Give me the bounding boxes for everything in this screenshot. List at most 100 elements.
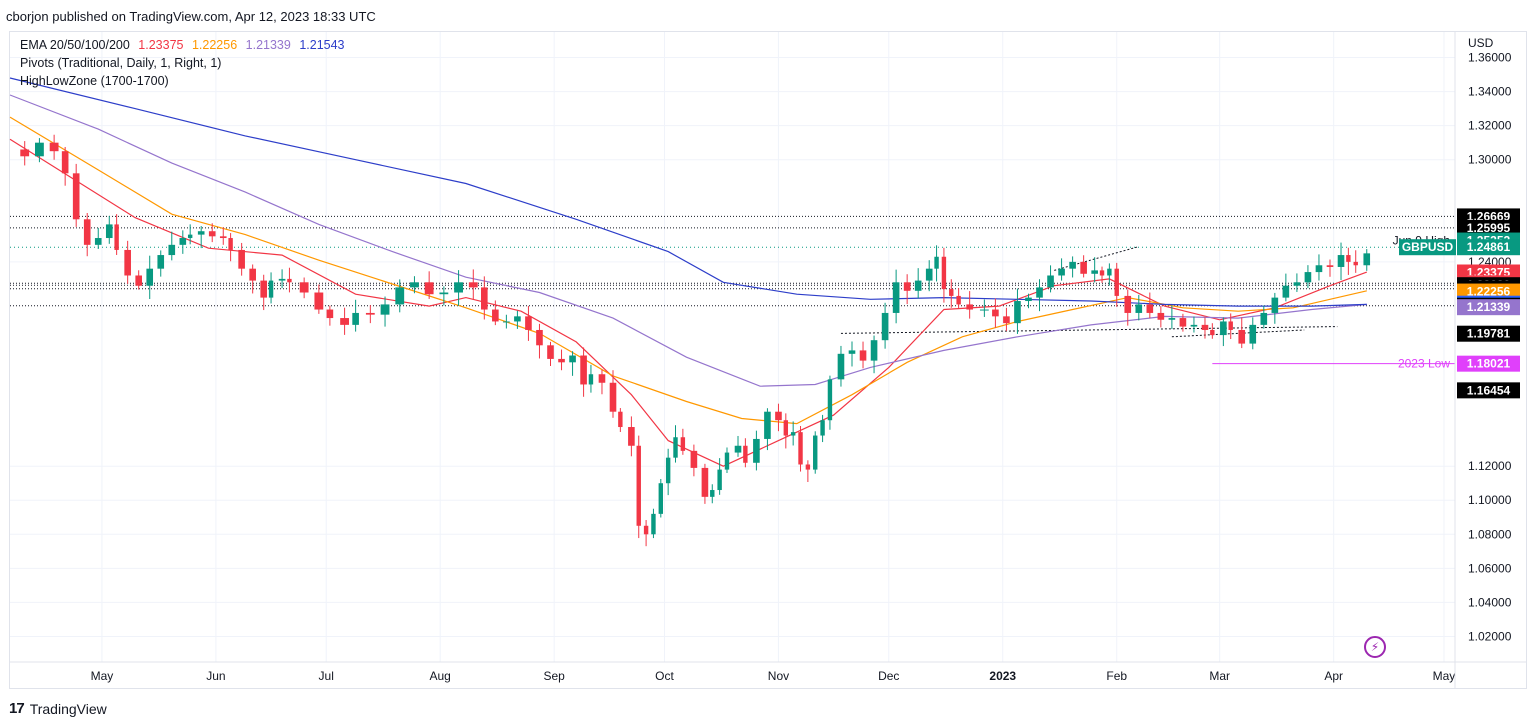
candle-body [114,224,119,250]
legend-pivots[interactable]: Pivots (Traditional, Daily, 1, Right, 1) [20,56,226,70]
candle-body [805,464,811,470]
candle-body [1190,324,1198,327]
candle-body [395,287,405,305]
candle-body [146,268,154,286]
legend-ema-label: EMA 20/50/100/200 [20,38,130,52]
candle-body [287,278,292,283]
price-label-text: 1.19781 [1467,327,1511,341]
candle-body [892,282,900,313]
candle-body [813,435,818,470]
y-tick-label: 1.04000 [1468,595,1512,609]
candle-body [83,219,91,245]
x-tick-label: 2023 [989,669,1016,683]
price-label-text: 1.22256 [1467,285,1511,299]
price-label-text: 1.18021 [1467,357,1511,371]
candle-body [20,149,30,157]
lightning-icon[interactable]: ⚡ [1364,636,1386,658]
legend-highlowzone[interactable]: HighLowZone (1700-1700) [20,74,174,88]
candle-body [503,321,510,323]
y-tick-label: 1.32000 [1468,119,1512,133]
candle-body [1168,318,1176,320]
candle-body [536,329,543,346]
candle-body [314,292,324,310]
candle-body [651,513,656,535]
candle-body [798,432,803,465]
candle-body [1107,268,1112,276]
y-tick-label: 1.06000 [1468,561,1512,575]
candle-body [249,268,256,281]
candle-body [1069,261,1076,269]
candle-body [1080,261,1087,274]
candle-body [941,256,947,290]
candle-body [580,355,587,385]
candle-body [903,282,911,291]
x-tick-label: Sep [543,669,565,683]
x-tick-label: Feb [1106,669,1127,683]
candle-body [783,420,789,436]
ema-20-line [9,138,1368,467]
candles [20,134,1371,547]
price-axis: 1.360001.340001.320001.300001.240001.120… [10,32,1527,689]
candle-body [1282,285,1290,298]
price-label-text: 1.25995 [1467,221,1511,235]
x-tick-label: Nov [768,669,789,683]
x-tick-label: Mar [1209,669,1230,683]
candle-body [881,312,889,341]
ema-lines [9,77,1368,467]
candle-body [352,312,359,325]
price-label-text: 1.21339 [1467,300,1511,314]
candle-body [1135,304,1143,313]
candle-body [1210,329,1215,336]
candle-body [665,457,671,484]
candle-body [992,309,999,317]
candle-body [1238,329,1246,344]
symbol-tag-text: GBPUSD [1402,240,1454,254]
candle-body [1157,312,1165,320]
candle-body [743,445,748,463]
candle-body [219,236,227,239]
y-tick-label: 1.10000 [1468,493,1512,507]
candle-body [764,411,771,439]
y-tick-label: 1.02000 [1468,629,1512,643]
candle-body [837,353,845,380]
candle-body [1260,312,1268,325]
ema-200-line [9,77,1367,307]
candle-body [468,282,478,288]
candle-body [278,278,286,281]
candle-body [260,280,268,298]
price-label-box [1457,283,1520,300]
candle-body [1220,321,1227,336]
candle-body [439,292,449,295]
candle-body [492,309,499,322]
y-tick-label: 1.08000 [1468,527,1512,541]
candle-body [380,304,390,315]
candle-body [157,255,165,269]
candle-body [658,483,664,514]
candle-body [848,350,856,354]
candle-body [1304,272,1312,283]
candle-body [326,309,334,319]
candle-body [827,379,833,421]
candle-body [1201,324,1209,330]
candle-body [914,280,922,291]
candle-body [228,238,233,250]
legend-ema[interactable]: EMA 20/50/100/200 1.23375 1.22256 1.2133… [20,38,350,52]
y-tick-label: 1.30000 [1468,153,1512,167]
legend-pivots-label: Pivots (Traditional, Daily, 1, Right, 1) [20,56,222,70]
ema-100-line [9,94,1367,387]
x-tick-label: Dec [878,669,899,683]
price-label-box [1457,299,1520,316]
candle-body [424,282,434,295]
trendline [1171,329,1305,338]
candle-body [569,355,576,363]
x-tick-label: Aug [430,669,451,683]
grid [10,32,1455,662]
price-label-box [1457,239,1520,256]
candle-body [1179,318,1187,327]
chart-frame[interactable] [9,31,1527,689]
candle-body [710,490,715,497]
candle-body [61,151,69,174]
candle-body [690,450,698,468]
